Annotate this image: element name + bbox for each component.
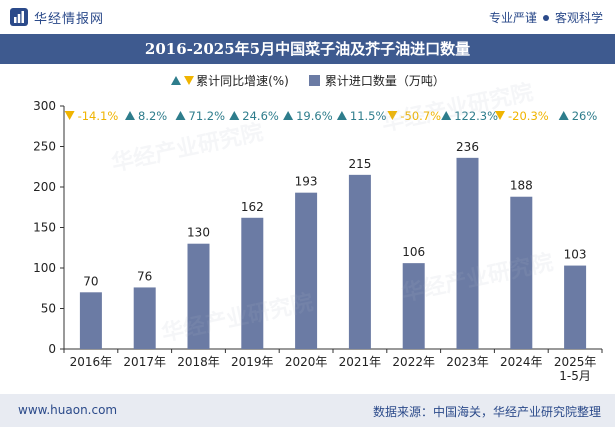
bar (133, 287, 156, 349)
bar-value-label: 236 (456, 140, 479, 154)
bar-value-label: 193 (295, 175, 318, 189)
up-down-triangle-icon (171, 76, 195, 85)
x-tick-label: 1-5月 (559, 369, 591, 383)
growth-up-triangle-icon (229, 111, 240, 120)
bar-value-label: 188 (510, 179, 533, 193)
bar-value-label: 106 (402, 245, 425, 259)
legend-growth-label: 累计同比增速(%) (196, 73, 289, 88)
growth-down-triangle-icon (64, 111, 75, 120)
growth-up-triangle-icon (558, 111, 569, 120)
growth-label: -20.3% (508, 109, 549, 123)
bar-value-label: 76 (137, 269, 152, 283)
slogan-dot-icon (542, 14, 549, 21)
growth-label: 11.5% (350, 109, 387, 123)
growth-label: 24.6% (242, 109, 279, 123)
footer: www.huaon.com 数据来源：中国海关，华经产业研究院整理 (0, 394, 615, 427)
growth-label: -14.1% (78, 109, 119, 123)
y-tick-label: 50 (41, 302, 56, 316)
footer-url[interactable]: www.huaon.com (18, 403, 118, 417)
bar (402, 263, 425, 349)
bar (187, 243, 210, 349)
growth-label: 26% (572, 109, 598, 123)
x-tick-label: 2024年 (500, 355, 543, 369)
growth-up-triangle-icon (441, 111, 452, 120)
bar-value-label: 130 (187, 226, 210, 240)
slogan-right: 客观科学 (554, 11, 603, 25)
x-tick-label: 2025年 (554, 355, 597, 369)
top-bar: 华经情报网 专业严谨 客观科学 (0, 0, 615, 34)
bar (456, 157, 479, 349)
huajing-logo-icon (10, 8, 28, 26)
legend-volume: 累计进口数量（万吨） (308, 72, 445, 89)
bar-value-label: 103 (564, 248, 587, 262)
growth-up-triangle-icon (175, 111, 186, 120)
slogan-left: 专业严谨 (488, 11, 537, 25)
footer-source: 数据来源：中国海关，华经产业研究院整理 (372, 405, 601, 419)
x-tick-label: 2021年 (339, 355, 382, 369)
y-tick-label: 0 (48, 342, 56, 356)
growth-up-triangle-icon (283, 111, 294, 120)
growth-down-triangle-icon (495, 111, 505, 120)
title-bar: 2016-2025年5月中国菜子油及芥子油进口数量 (0, 34, 615, 64)
growth-label: 19.6% (296, 109, 333, 123)
brand: 华经情报网 (10, 7, 104, 27)
bar (510, 196, 533, 349)
growth-label: 122.3% (454, 109, 498, 123)
y-tick-label: 150 (33, 221, 56, 235)
growth-label: 71.2% (189, 109, 226, 123)
growth-up-triangle-icon (336, 111, 347, 120)
chart-legend: 累计同比增速(%) 累计进口数量（万吨） (0, 70, 615, 90)
bar-value-label: 215 (348, 157, 371, 171)
bar (241, 217, 264, 349)
y-tick-label: 200 (33, 180, 56, 194)
x-tick-label: 2017年 (123, 355, 166, 369)
brand-name: 华经情报网 (34, 11, 105, 27)
y-tick-label: 250 (33, 140, 56, 154)
growth-label: -50.7% (400, 109, 441, 123)
bar (79, 292, 102, 349)
x-tick-label: 2020年 (285, 355, 328, 369)
x-tick-label: 2022年 (392, 355, 435, 369)
y-tick-label: 300 (33, 99, 56, 113)
bar-chart: 0 50 100 150 200 250 300 70 2016年 -14.1% 76 2017年 8.… (33, 99, 603, 383)
bar (348, 174, 371, 349)
bar (564, 265, 587, 349)
chart-title: 2016-2025年5月中国菜子油及芥子油进口数量 (144, 40, 471, 58)
bar-value-label: 70 (83, 274, 98, 288)
x-tick-label: 2016年 (70, 355, 113, 369)
bar (295, 192, 318, 349)
legend-bar-swatch (308, 74, 320, 86)
bar-value-label: 162 (241, 200, 264, 214)
x-tick-label: 2018年 (177, 355, 220, 369)
legend-growth: 累计同比增速(%) (170, 72, 289, 89)
slogan: 专业严谨 客观科学 (489, 9, 603, 26)
legend-volume-label: 累计进口数量（万吨） (324, 73, 445, 88)
growth-label: 8.2% (138, 109, 167, 123)
x-tick-label: 2023年 (446, 355, 489, 369)
growth-up-triangle-icon (125, 111, 135, 120)
x-tick-label: 2019年 (231, 355, 274, 369)
growth-down-triangle-icon (387, 111, 398, 120)
y-tick-label: 100 (33, 261, 56, 275)
